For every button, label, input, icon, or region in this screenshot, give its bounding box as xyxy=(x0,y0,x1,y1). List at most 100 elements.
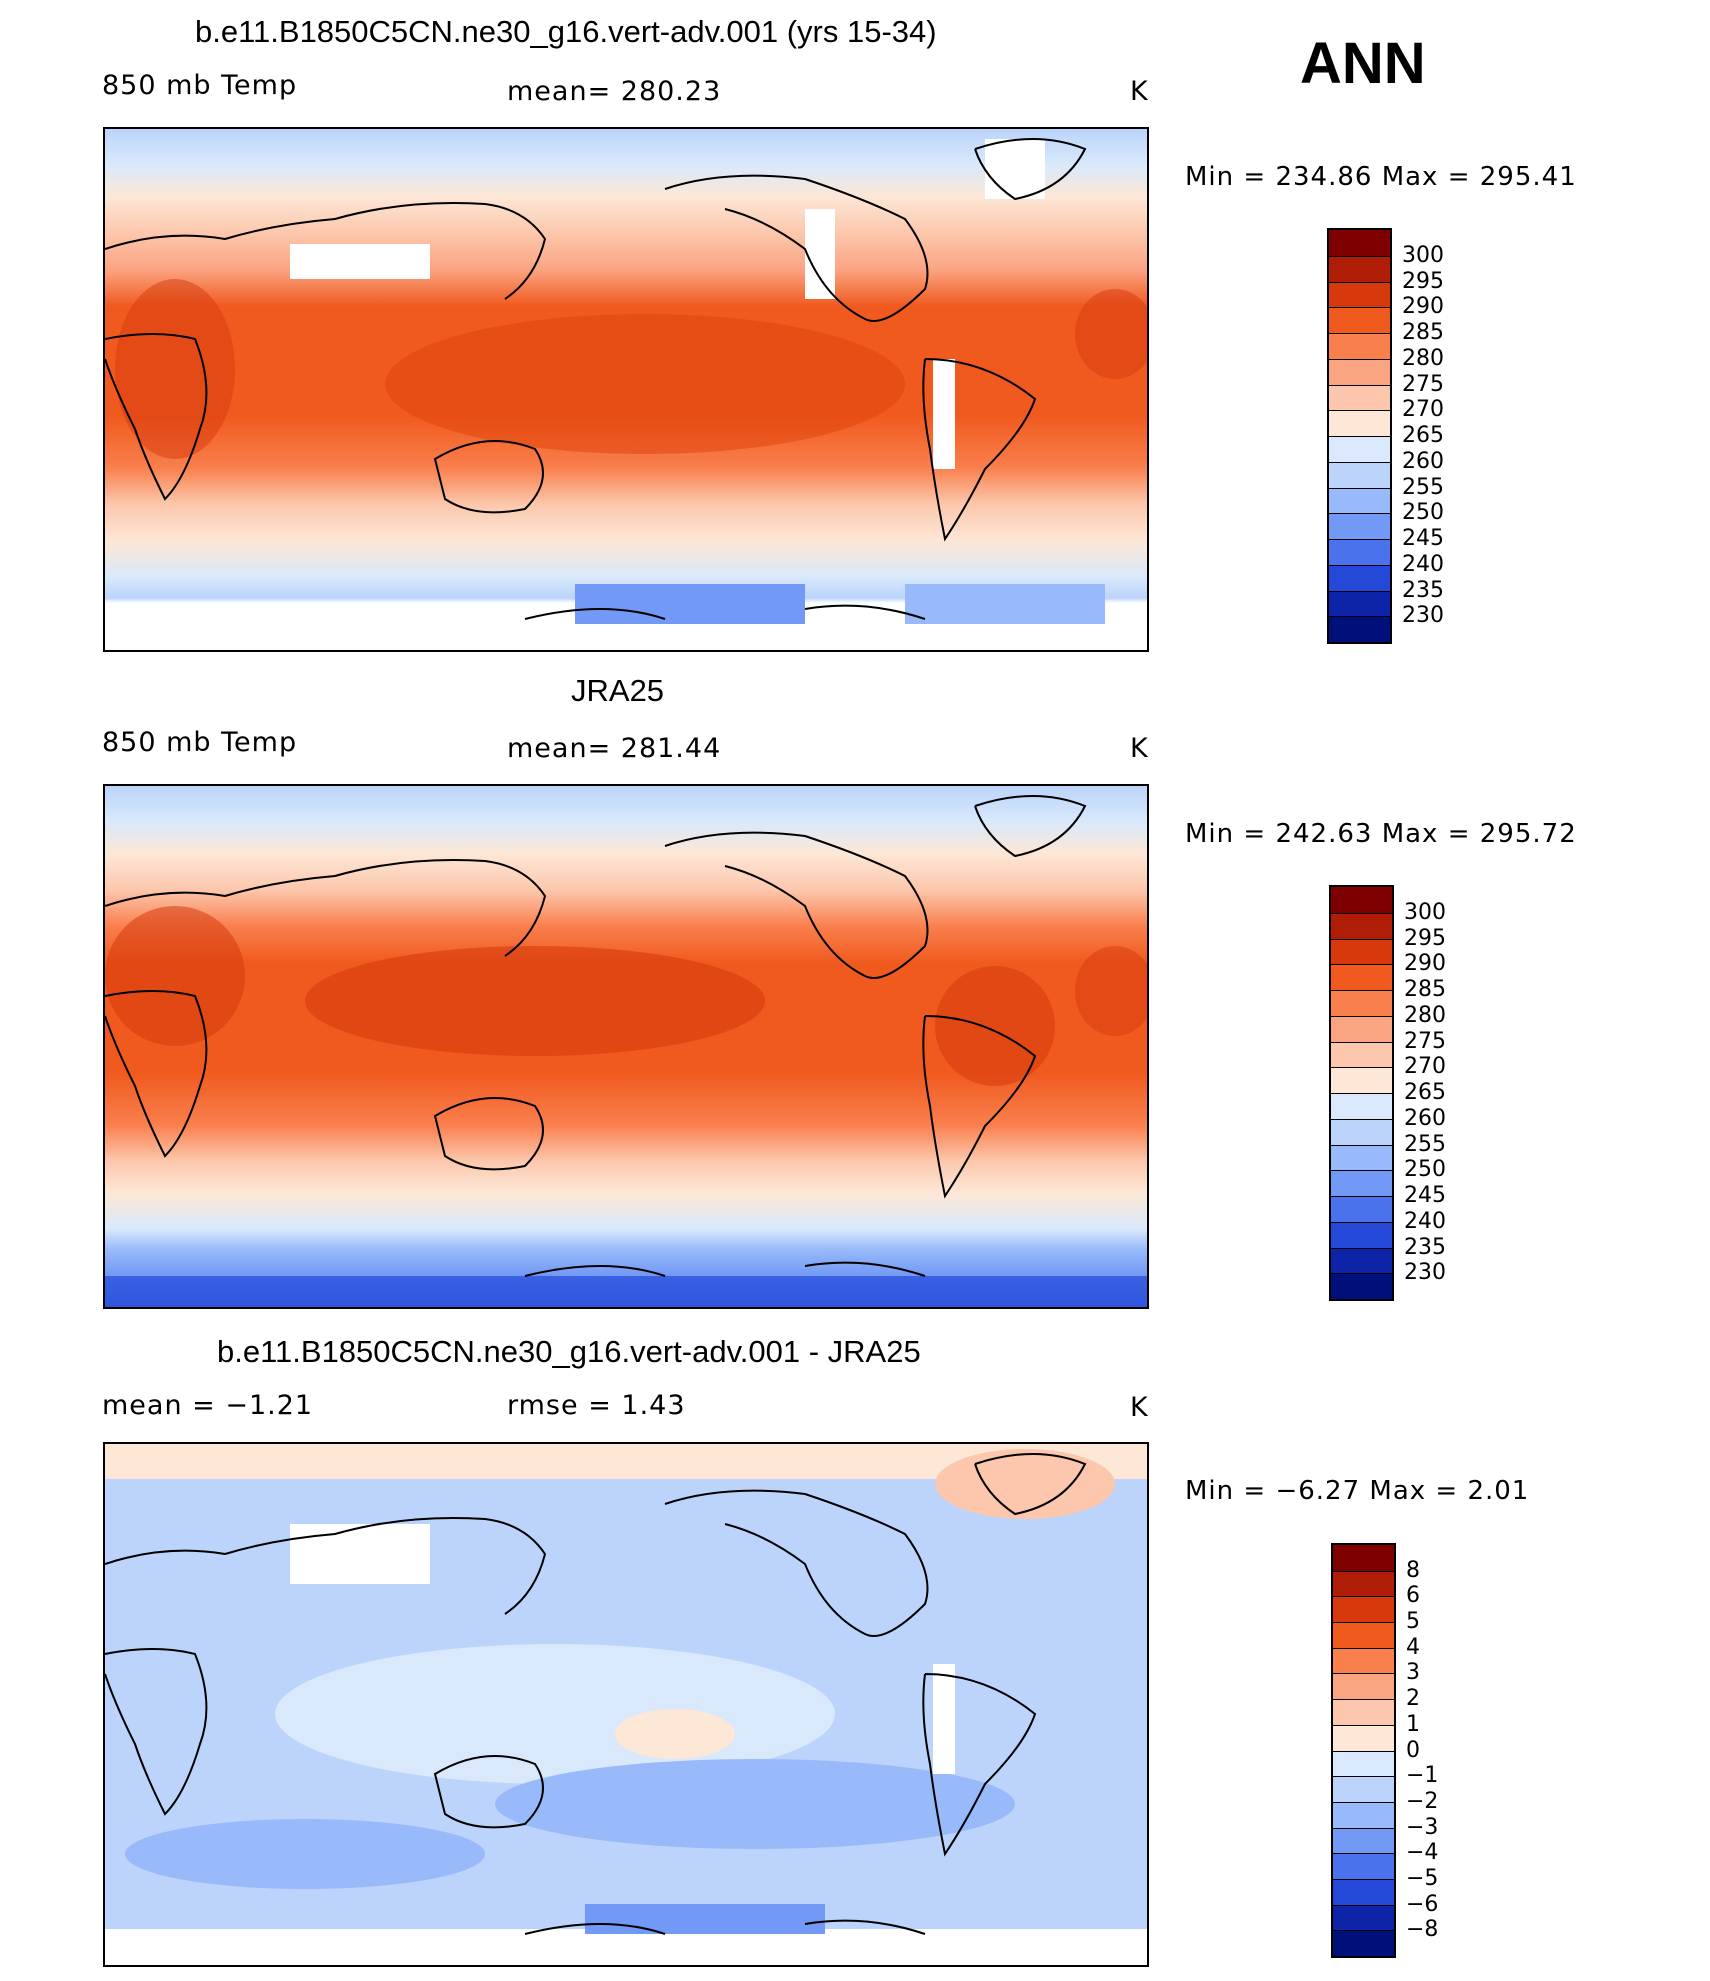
plot3-colorbar xyxy=(1331,1543,1396,1958)
colorbar-tick-label: 265 xyxy=(1404,1080,1446,1105)
plot3-coastlines xyxy=(105,1453,1087,1935)
plot3-antarctic-cold xyxy=(585,1904,825,1934)
colorbar-tick-label: 250 xyxy=(1404,1157,1446,1183)
plot3-units-label: K xyxy=(1130,1392,1149,1423)
plot3-title: b.e11.B1850C5CN.ne30_g16.vert-adv.001 - … xyxy=(217,1334,921,1369)
colorbar-box xyxy=(1331,912,1392,939)
plot3-mean-label: mean = −1.21 xyxy=(102,1390,314,1421)
colorbar-tick-label: 275 xyxy=(1402,371,1444,397)
colorbar-box xyxy=(1331,938,1392,965)
colorbar-box xyxy=(1329,616,1390,642)
colorbar-box xyxy=(1333,1622,1394,1648)
colorbar-box xyxy=(1331,887,1392,913)
colorbar-tick-label: 240 xyxy=(1404,1208,1446,1234)
colorbar-box xyxy=(1333,1699,1394,1725)
plot1-colorbar xyxy=(1327,228,1392,644)
colorbar-tick-label: 1 xyxy=(1406,1711,1420,1737)
plot1-warm-pool xyxy=(385,314,905,454)
colorbar-box xyxy=(1333,1750,1394,1777)
plot2-coastlines xyxy=(105,795,1087,1277)
colorbar-box xyxy=(1329,307,1390,333)
colorbar-box xyxy=(1333,1801,1394,1828)
plot2-mean-label: mean= 281.44 xyxy=(507,733,722,764)
colorbar-tick-label: 260 xyxy=(1402,448,1444,474)
plot1-minmax-label: Min = 234.86 Max = 295.41 xyxy=(1185,162,1577,192)
plot2-atlantic-warm xyxy=(1075,946,1147,1036)
colorbar-tick-label: 300 xyxy=(1402,242,1444,268)
colorbar-box xyxy=(1333,1673,1394,1700)
plot1-map xyxy=(103,127,1149,652)
colorbar-tick-label: −3 xyxy=(1406,1814,1439,1840)
colorbar-tick-label: −4 xyxy=(1406,1840,1439,1866)
colorbar-box xyxy=(1331,964,1392,990)
colorbar-box xyxy=(1333,1724,1394,1751)
plot1-rockies-mask xyxy=(805,209,835,299)
colorbar-tick-label: 275 xyxy=(1404,1028,1446,1054)
colorbar-tick-label: −2 xyxy=(1406,1788,1439,1814)
colorbar-box xyxy=(1329,333,1390,359)
plot1-units-label: K xyxy=(1130,76,1149,107)
colorbar-box xyxy=(1331,1093,1392,1119)
colorbar-box xyxy=(1331,1196,1392,1222)
plot1-mean-label: mean= 280.23 xyxy=(507,76,722,107)
plot1-title: b.e11.B1850C5CN.ne30_g16.vert-adv.001 (y… xyxy=(195,14,937,49)
colorbar-tick-label: 280 xyxy=(1402,345,1444,371)
colorbar-box xyxy=(1329,358,1390,385)
plot2-colorbar xyxy=(1329,885,1394,1301)
plot2-minmax-label: Min = 242.63 Max = 295.72 xyxy=(1185,819,1577,849)
colorbar-box xyxy=(1331,1067,1392,1093)
colorbar-tick-label: 255 xyxy=(1404,1131,1446,1157)
plot1-coastlines xyxy=(105,138,1087,620)
colorbar-tick-label: 245 xyxy=(1404,1183,1446,1208)
plot3-south-cold-2 xyxy=(125,1819,485,1889)
colorbar-tick-label: 290 xyxy=(1402,294,1444,320)
plot2-amazon-warm xyxy=(935,966,1055,1086)
colorbar-tick-label: 255 xyxy=(1402,474,1444,500)
colorbar-tick-label: 235 xyxy=(1402,577,1444,603)
colorbar-box xyxy=(1329,564,1390,591)
plot3-greenland-warm xyxy=(935,1449,1115,1519)
colorbar-box xyxy=(1333,1827,1394,1854)
plot2-africa-warm xyxy=(105,906,245,1046)
plot1-antarctic-ice-2 xyxy=(905,584,1105,624)
colorbar-box xyxy=(1329,255,1390,282)
colorbar-tick-label: 4 xyxy=(1406,1634,1420,1660)
colorbar-box xyxy=(1333,1853,1394,1879)
colorbar-box xyxy=(1329,513,1390,539)
colorbar-tick-label: 290 xyxy=(1404,951,1446,977)
colorbar-tick-label: 8 xyxy=(1406,1557,1420,1583)
colorbar-box xyxy=(1331,1015,1392,1042)
colorbar-tick-label: 245 xyxy=(1402,526,1444,551)
plot2-variable-label: 850 mb Temp xyxy=(102,727,298,758)
colorbar-box xyxy=(1329,539,1390,565)
plot3-andes-mask xyxy=(933,1664,955,1774)
colorbar-box xyxy=(1331,1247,1392,1274)
colorbar-box xyxy=(1333,1545,1394,1571)
colorbar-box xyxy=(1329,461,1390,488)
colorbar-tick-label: 285 xyxy=(1402,320,1444,345)
colorbar-tick-label: 295 xyxy=(1402,268,1444,294)
colorbar-box xyxy=(1329,384,1390,411)
colorbar-tick-label: 270 xyxy=(1404,1054,1446,1080)
colorbar-tick-label: 295 xyxy=(1404,925,1446,951)
plot2-warm-pool xyxy=(305,946,765,1056)
plot2-map xyxy=(103,784,1149,1309)
plot2-title: JRA25 xyxy=(571,673,665,708)
colorbar-box xyxy=(1329,410,1390,436)
colorbar-tick-label: 235 xyxy=(1404,1234,1446,1260)
colorbar-tick-label: 265 xyxy=(1402,423,1444,448)
colorbar-tick-label: 3 xyxy=(1406,1660,1420,1686)
colorbar-tick-label: 260 xyxy=(1404,1105,1446,1131)
colorbar-tick-label: −8 xyxy=(1406,1917,1439,1943)
colorbar-box xyxy=(1333,1878,1394,1905)
colorbar-box xyxy=(1329,230,1390,256)
plot1-himalaya-mask xyxy=(290,244,430,279)
colorbar-box xyxy=(1331,990,1392,1016)
colorbar-tick-label: 230 xyxy=(1404,1260,1446,1286)
colorbar-tick-label: −5 xyxy=(1406,1865,1439,1891)
colorbar-box xyxy=(1333,1904,1394,1931)
plot1-africa-warm xyxy=(115,279,235,459)
colorbar-box xyxy=(1333,1930,1394,1956)
colorbar-box xyxy=(1329,436,1390,462)
plot2-units-label: K xyxy=(1130,733,1149,764)
